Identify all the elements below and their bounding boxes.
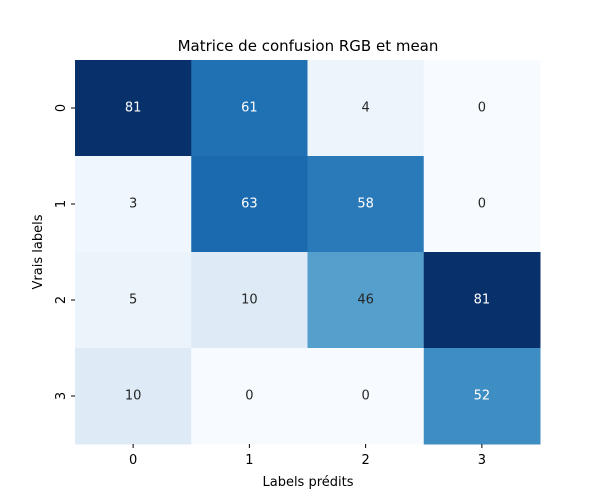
y-axis-label: Vrais labels xyxy=(31,214,46,289)
heatmap-cell xyxy=(307,252,425,349)
heatmap-cell xyxy=(75,252,192,349)
heatmap-cells xyxy=(75,60,541,445)
y-tick-label: 0 xyxy=(54,104,69,112)
y-axis-ticks: 0 1 2 3 xyxy=(54,104,75,400)
heatmap-cell xyxy=(423,156,541,253)
heatmap-cell-label: 46 xyxy=(357,293,374,308)
heatmap-cell xyxy=(423,60,541,157)
heatmap-cell-label: 10 xyxy=(241,293,258,308)
heatmap-cell-label: 10 xyxy=(125,389,142,404)
heatmap-cell xyxy=(423,348,541,445)
heatmap-cell xyxy=(307,60,425,157)
heatmap-cell xyxy=(191,156,308,253)
heatmap-cell-label: 61 xyxy=(241,101,258,116)
x-tick-label: 0 xyxy=(129,453,137,468)
y-tick-label: 1 xyxy=(54,200,69,208)
y-tick-label: 2 xyxy=(54,296,69,304)
heatmap-cell-label: 81 xyxy=(125,101,142,116)
x-axis-label: Labels prédits xyxy=(262,475,353,490)
heatmap-cell-label: 0 xyxy=(478,197,486,212)
heatmap-cell xyxy=(191,252,308,349)
heatmap-cell xyxy=(307,156,425,253)
heatmap-cell xyxy=(75,156,192,253)
heatmap-cell-label: 63 xyxy=(241,197,258,212)
heatmap-cell-label: 58 xyxy=(357,197,374,212)
heatmap-cell-label: 4 xyxy=(361,101,369,116)
heatmap-cell xyxy=(75,348,192,445)
heatmap-cell-label: 0 xyxy=(245,389,253,404)
chart-title: Matrice de confusion RGB et mean xyxy=(178,37,439,55)
heatmap-cell xyxy=(423,252,541,349)
heatmap-cell xyxy=(191,348,308,445)
x-axis-ticks: 0 1 2 3 xyxy=(129,444,486,468)
heatmap-cell-label: 3 xyxy=(129,197,137,212)
x-tick-label: 2 xyxy=(361,453,369,468)
y-tick-label: 3 xyxy=(54,392,69,400)
x-tick-label: 1 xyxy=(245,453,253,468)
heatmap-cell-label: 81 xyxy=(474,293,491,308)
heatmap-cell-label: 52 xyxy=(474,389,491,404)
heatmap-cell-label: 0 xyxy=(361,389,369,404)
heatmap-cell-label: 5 xyxy=(129,293,137,308)
heatmap-cell-label: 0 xyxy=(478,101,486,116)
heatmap-cell-labels: 81 61 4 0 3 63 58 0 5 10 46 81 10 0 0 52 xyxy=(125,101,490,404)
heatmap-cell xyxy=(191,60,308,157)
x-tick-label: 3 xyxy=(478,453,486,468)
heatmap-cell xyxy=(307,348,425,445)
heatmap-cell xyxy=(75,60,192,157)
